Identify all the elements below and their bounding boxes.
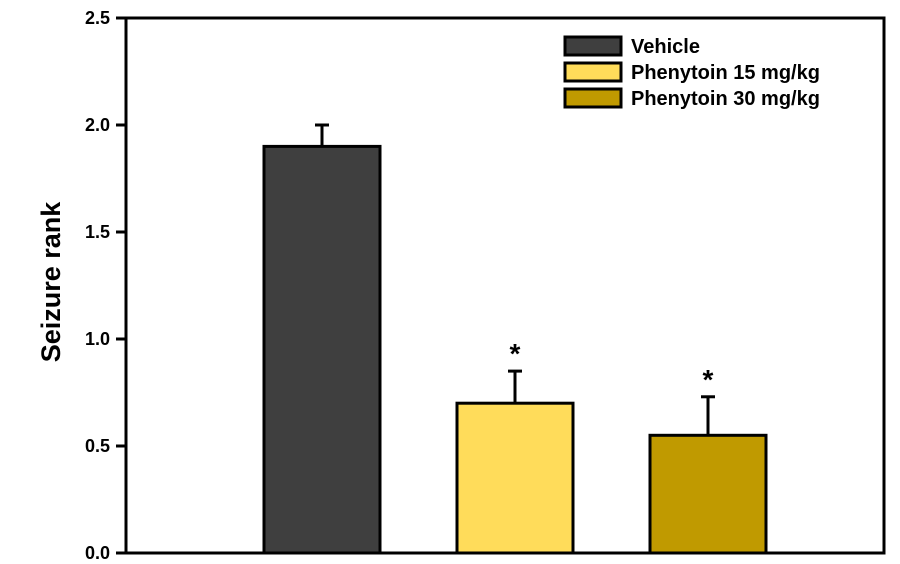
legend-swatch: [563, 87, 623, 109]
bar: [455, 401, 575, 555]
bar: [648, 433, 768, 555]
legend-label: Phenytoin 15 mg/kg: [631, 62, 820, 84]
legend-swatch: [563, 35, 623, 57]
significance-marker: *: [510, 338, 521, 369]
y-tick-label: 2.0: [85, 115, 110, 135]
plot-frame: [124, 16, 886, 555]
significance-marker: *: [703, 364, 714, 395]
legend-label: Vehicle: [631, 36, 700, 58]
y-tick-label: 0.5: [85, 436, 110, 456]
legend-swatch: [563, 61, 623, 83]
y-tick-label: 1.0: [85, 329, 110, 349]
y-axis-ticks: 0.0 0.5 1.0 1.5 2.0 2.5: [85, 8, 126, 563]
legend: Vehicle Phenytoin 15 mg/kg Phenytoin 30 mg…: [563, 35, 820, 110]
bar: [262, 144, 382, 555]
plot-area: **: [124, 16, 886, 555]
y-axis-title: Seizure rank: [36, 201, 66, 363]
y-tick-label: 0.0: [85, 543, 110, 563]
legend-label: Phenytoin 30 mg/kg: [631, 88, 820, 110]
y-tick-label: 2.5: [85, 8, 110, 28]
y-tick-label: 1.5: [85, 222, 110, 242]
